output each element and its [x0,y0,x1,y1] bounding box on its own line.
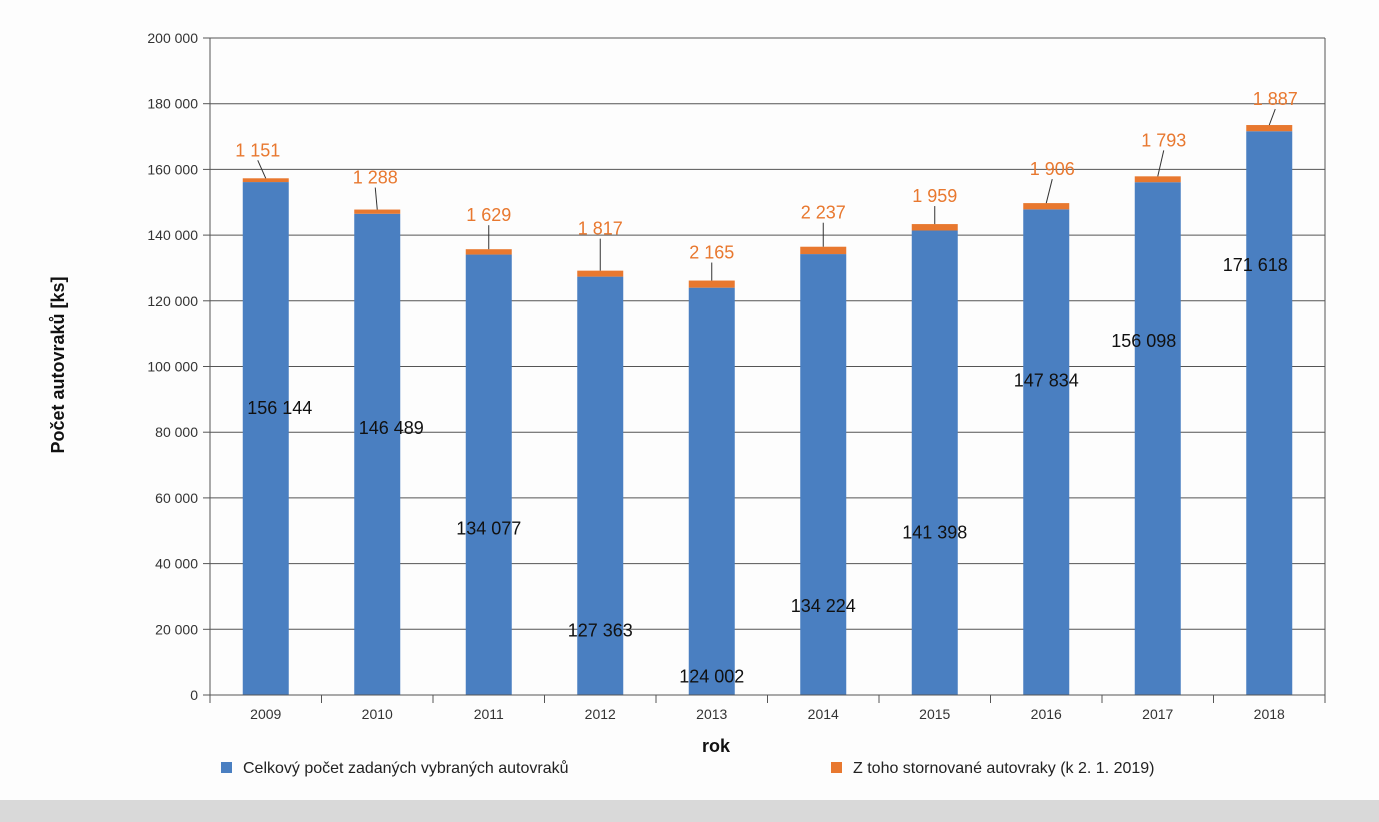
data-label-storno: 1 151 [235,140,280,160]
bar-total [1246,131,1293,695]
y-tick-label: 140 000 [147,227,198,243]
x-tick-label: 2010 [362,706,393,722]
data-label-total: 147 834 [1014,370,1079,390]
bar-total [800,254,847,695]
bar-total [354,213,401,695]
data-label-total: 146 489 [359,418,424,438]
data-label-total: 134 224 [791,596,856,616]
data-label-storno: 1 793 [1141,130,1186,150]
bars [242,125,1293,696]
bar-total [1134,182,1181,695]
bar-storno [688,280,735,288]
bar-total [688,287,735,695]
y-tick-label: 120 000 [147,293,198,309]
data-label-storno: 1 288 [353,168,398,188]
y-tick-label: 40 000 [155,556,198,572]
legend-swatch-storno [831,762,842,773]
y-tick-label: 20 000 [155,621,198,637]
data-label-storno: 1 887 [1253,89,1298,109]
bar-storno [800,246,847,255]
data-label-total: 134 077 [456,519,521,539]
data-label-storno: 1 906 [1030,159,1075,179]
bar-total [577,276,624,695]
y-tick-label: 0 [190,687,198,703]
storno-leader-line [1045,178,1053,204]
x-tick-label: 2013 [696,706,727,722]
bar-storno [1023,203,1070,210]
x-tick-label: 2014 [808,706,839,722]
data-label-total: 124 002 [679,667,744,687]
bar-storno [465,249,512,255]
y-axis-label: Počet autovraků [ks] [48,276,68,453]
data-label-total: 156 098 [1111,331,1176,351]
bar-storno [577,270,624,277]
x-tick-label: 2016 [1031,706,1062,722]
data-label-storno: 1 959 [912,186,957,206]
y-tick-label: 160 000 [147,161,198,177]
data-label-total: 171 618 [1223,255,1288,275]
x-tick-label: 2018 [1254,706,1285,722]
x-tick-label: 2011 [474,706,504,722]
bar-storno [242,178,289,183]
axes: 0 20 000 40 000 60 000 80 000 100 000 120 000 1… [147,30,1326,722]
bar-total [911,230,958,695]
data-labels: 156 144 1 151 146 489 1 288 134 077 1 629 127 … [235,89,1298,687]
data-label-total: 141 398 [902,523,967,543]
data-label-total: 127 363 [568,621,633,641]
legend-label-storno: Z toho stornované autovraky (k 2. 1. 201… [853,760,1155,777]
data-label-total: 156 144 [247,398,312,418]
x-tick-label: 2012 [585,706,616,722]
bar-total [465,254,512,695]
legend-label-total: Celkový počet zadaných vybraných autovra… [243,759,569,777]
y-tick-label: 80 000 [155,424,198,440]
storno-leader-line [257,160,267,179]
data-label-storno: 2 165 [689,243,734,263]
y-tick-label: 200 000 [147,30,198,46]
bar-storno [911,224,958,231]
stacked-bar-chart: 0 20 000 40 000 60 000 80 000 100 000 120 000 1… [48,30,1326,777]
x-tick-label: 2017 [1142,706,1173,722]
x-axis-label: rok [702,736,731,756]
y-tick-label: 100 000 [147,359,198,375]
x-tick-label: 2015 [919,706,950,722]
legend: Celkový počet zadaných vybraných autovra… [221,759,1155,777]
legend-swatch-total [221,762,232,773]
bar-storno [1246,125,1293,132]
bar-total [1023,209,1070,696]
data-label-storno: 2 237 [801,203,846,223]
x-tick-label: 2009 [250,706,281,722]
storno-leader-line [374,187,378,210]
data-label-storno: 1 817 [578,219,623,239]
bar-storno [354,209,401,214]
storno-leader-line [1268,108,1276,126]
data-label-storno: 1 629 [466,205,511,225]
y-tick-label: 180 000 [147,96,198,112]
storno-leader-line [1157,150,1165,177]
bar-storno [1134,176,1181,183]
bottom-band [0,800,1379,822]
y-tick-label: 60 000 [155,490,198,506]
bar-total [242,182,289,695]
